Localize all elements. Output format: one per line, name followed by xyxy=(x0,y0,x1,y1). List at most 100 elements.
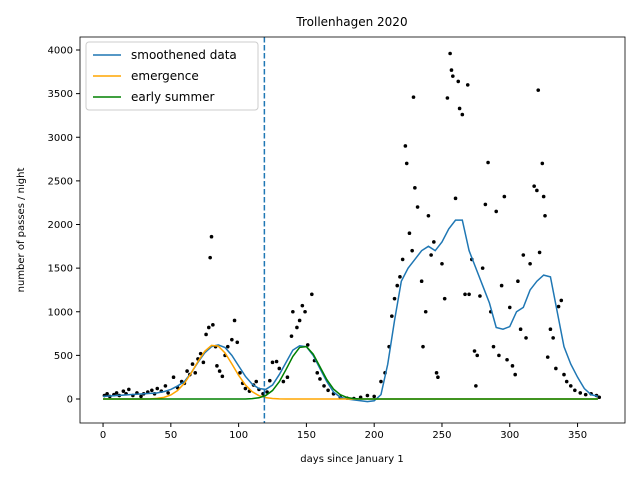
data-point xyxy=(193,371,198,375)
data-point xyxy=(254,379,259,384)
y-axis-label: number of passes / night xyxy=(16,168,27,293)
data-point xyxy=(597,395,602,400)
data-point xyxy=(225,344,230,349)
data-point xyxy=(434,371,439,375)
data-point xyxy=(285,375,290,379)
y-tick-label: 0 xyxy=(67,395,73,406)
data-point xyxy=(564,379,569,384)
data-point xyxy=(448,51,452,56)
data-point xyxy=(449,68,454,72)
data-point xyxy=(429,253,433,257)
data-point xyxy=(507,305,512,310)
data-point xyxy=(478,294,482,298)
y-tick-label: 1500 xyxy=(48,264,73,275)
data-point xyxy=(537,250,542,255)
data-point xyxy=(372,394,376,399)
data-point xyxy=(322,384,326,388)
data-point xyxy=(243,386,248,391)
legend-label: emergence xyxy=(131,69,199,83)
data-point xyxy=(540,161,545,166)
data-point xyxy=(559,298,564,303)
data-point xyxy=(365,393,370,398)
legend-label: smoothened data xyxy=(131,48,237,62)
data-point xyxy=(300,303,305,308)
x-tick-label: 200 xyxy=(365,430,384,441)
data-point xyxy=(121,389,126,393)
data-point xyxy=(415,205,420,209)
data-point xyxy=(358,395,363,400)
data-point xyxy=(390,314,394,318)
data-point xyxy=(407,231,412,236)
data-point xyxy=(541,194,546,199)
data-point xyxy=(289,334,294,338)
data-point xyxy=(291,309,295,314)
data-point xyxy=(524,336,528,340)
data-point xyxy=(475,353,480,358)
x-tick-label: 250 xyxy=(432,430,451,441)
data-point xyxy=(270,360,275,365)
data-point xyxy=(232,318,237,323)
y-tick-label: 3500 xyxy=(48,89,73,100)
data-point xyxy=(265,390,269,394)
y-tick-label: 2000 xyxy=(48,220,73,231)
data-point xyxy=(536,88,541,92)
data-point xyxy=(303,309,307,314)
chart-title: Trollenhagen 2020 xyxy=(295,15,407,29)
data-point xyxy=(494,209,499,214)
data-point xyxy=(166,391,170,395)
data-point xyxy=(318,377,322,381)
data-point xyxy=(510,364,515,368)
y-tick-label: 1000 xyxy=(48,307,73,318)
data-point xyxy=(583,392,588,397)
data-point xyxy=(198,351,203,356)
y-tick-label: 4000 xyxy=(48,46,73,57)
data-point xyxy=(483,202,488,207)
data-point xyxy=(379,379,383,384)
data-point xyxy=(208,255,212,260)
series-line xyxy=(103,345,598,400)
data-point xyxy=(204,332,208,337)
data-point xyxy=(543,213,547,218)
data-point xyxy=(410,248,414,253)
data-point xyxy=(411,95,416,99)
data-point xyxy=(445,96,450,100)
y-tick-label: 3000 xyxy=(48,133,73,144)
x-tick-label: 100 xyxy=(229,430,248,441)
data-point xyxy=(295,325,299,330)
data-point xyxy=(453,196,458,201)
data-point xyxy=(426,213,431,218)
data-point xyxy=(545,355,550,359)
x-tick-label: 150 xyxy=(297,430,316,441)
data-point xyxy=(436,375,440,379)
data-point xyxy=(114,391,119,395)
data-point xyxy=(201,360,206,365)
data-point xyxy=(451,74,455,78)
data-point xyxy=(171,375,176,379)
data-point xyxy=(551,336,555,340)
data-point xyxy=(548,327,553,332)
data-point xyxy=(480,266,485,270)
data-point xyxy=(513,372,517,377)
data-point xyxy=(578,391,583,395)
data-point xyxy=(217,369,222,373)
data-point xyxy=(274,359,279,364)
data-point xyxy=(395,283,400,288)
data-point xyxy=(238,371,242,375)
data-point xyxy=(230,337,234,342)
data-point xyxy=(139,394,143,399)
data-point xyxy=(457,106,462,111)
data-point xyxy=(463,292,467,297)
data-point xyxy=(419,279,424,284)
data-point xyxy=(190,362,195,366)
plot-frame xyxy=(79,36,626,424)
data-point xyxy=(505,357,509,362)
data-point xyxy=(413,186,417,190)
data-point xyxy=(400,257,405,262)
series-line xyxy=(103,219,599,403)
data-point xyxy=(310,292,314,297)
data-point xyxy=(518,327,523,332)
x-tick-label: 300 xyxy=(500,430,519,441)
data-point xyxy=(220,374,225,379)
y-tick-label: 2500 xyxy=(48,176,73,187)
data-point xyxy=(502,194,507,199)
